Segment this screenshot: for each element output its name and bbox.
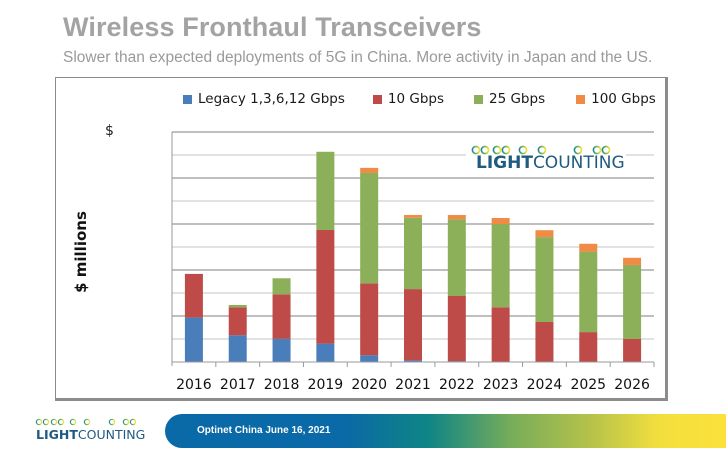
bar-segment-2022-25-gbps	[447, 219, 466, 296]
bar-segment-2026-25-gbps	[623, 264, 642, 339]
footer-logo-bold-part: LIGHT	[36, 427, 78, 442]
bar-segment-2023-25-gbps	[491, 224, 510, 308]
legend-item-legacy: Legacy 1,3,6,12 Gbps	[183, 91, 345, 107]
bar-segment-2025-100-gbps	[579, 243, 598, 252]
footer-logo: LIGHTCOUNTING	[34, 416, 145, 444]
bar-segment-2021-10-gbps	[404, 289, 422, 361]
x-axis: 2016 2017 2018 2019 2020 2021 2022 2023 2024 2025…	[171, 132, 655, 393]
x-tick-label: 2020	[351, 377, 387, 393]
logo-circle	[573, 145, 583, 155]
bar-segment-2020-10-gbps	[360, 283, 379, 356]
logo-circle	[122, 418, 130, 426]
logo-wordmark: LIGHTCOUNTING	[476, 153, 625, 173]
logo-circle	[592, 145, 602, 155]
x-tick-label: 2016	[176, 377, 212, 393]
logo-regular-part: COUNTING	[532, 153, 625, 173]
logo-circle	[601, 145, 611, 155]
logo-circle	[501, 145, 511, 155]
bar-segment-2018-25-gbps	[272, 278, 291, 295]
legend-swatch-25g	[474, 94, 483, 104]
logo-circle	[69, 418, 77, 426]
legend-label-25g: 25 Gbps	[489, 91, 546, 107]
bar-segment-2021-25-gbps	[404, 217, 422, 290]
legend-label-10g: 10 Gbps	[387, 91, 444, 107]
bar-segment-2022-100-gbps	[447, 215, 466, 220]
x-tick-label: 2022	[439, 377, 475, 393]
x-tick-label: 2024	[527, 377, 563, 393]
slide-subtitle: Slower than expected deployments of 5G i…	[63, 49, 653, 66]
bar-segment-2020-100-gbps	[360, 167, 379, 173]
x-tick-label: 2021	[395, 377, 431, 393]
bar-segment-2016-10-gbps	[184, 273, 203, 318]
x-tick-label: 2025	[570, 377, 606, 393]
footer-logo-wordmark: LIGHTCOUNTING	[36, 427, 145, 442]
bar-segment-2024-10-gbps	[535, 321, 554, 362]
legend-swatch-10g	[372, 94, 382, 104]
logo-circle	[35, 418, 43, 426]
legend-swatch-legacy	[183, 94, 192, 104]
logo-circle	[57, 418, 65, 426]
bar-segment-2017-10-gbps	[228, 307, 247, 336]
x-tick-label: 2017	[220, 377, 256, 393]
bar-segment-2023-10-gbps	[491, 307, 510, 362]
bar-segment-2021-legacy-1-3-6-12-gbps	[404, 360, 422, 362]
slide-title: Wireless Fronthaul Transceivers	[63, 12, 482, 42]
bar-segment-2023-100-gbps	[491, 218, 510, 224]
footer-band: Optinet China June 16, 2021	[165, 414, 726, 448]
legend-item-25g: 25 Gbps	[474, 91, 545, 107]
chart-logo: LIGHTCOUNTING	[466, 140, 626, 176]
legend-swatch-100g	[576, 94, 586, 104]
logo-circle	[492, 145, 502, 155]
bar-segment-2017-legacy-1-3-6-12-gbps	[228, 335, 247, 362]
bars	[184, 151, 642, 362]
bar-segment-2022-10-gbps	[447, 295, 466, 362]
truncated-axis-label: $	[105, 123, 114, 139]
bar-segment-2024-100-gbps	[535, 230, 554, 238]
bar-segment-2020-25-gbps	[360, 172, 379, 284]
logo-circle	[42, 418, 50, 426]
logo-bold-part: LIGHT	[476, 153, 533, 173]
logo-circle	[50, 418, 58, 426]
logo-circle	[537, 145, 547, 155]
logo-circle	[471, 145, 481, 155]
bar-segment-2017-25-gbps	[228, 304, 247, 308]
legend-item-10g: 10 Gbps	[372, 91, 444, 107]
legend-label-100g: 100 Gbps	[591, 91, 656, 107]
bar-segment-2019-10-gbps	[316, 229, 335, 344]
footer-logo-circles-icon	[35, 418, 140, 426]
footer-logo-regular-part: COUNTING	[77, 427, 146, 442]
footer-event-text: Optinet China June 16, 2021	[197, 425, 331, 436]
x-tick-label: 2026	[614, 377, 650, 393]
bar-segment-2019-legacy-1-3-6-12-gbps	[316, 343, 335, 362]
logo-circle	[129, 418, 137, 426]
bar-segment-2019-25-gbps	[316, 151, 335, 230]
bar-segment-2026-10-gbps	[623, 339, 642, 362]
x-tick-label: 2018	[264, 377, 300, 393]
bar-segment-2025-10-gbps	[579, 332, 598, 362]
bar-segment-2016-legacy-1-3-6-12-gbps	[184, 317, 203, 362]
x-tick-label: 2019	[308, 377, 344, 393]
logo-circle	[480, 145, 490, 155]
bar-segment-2018-10-gbps	[272, 294, 291, 339]
logo-circle	[108, 418, 116, 426]
legend-item-100g: 100 Gbps	[576, 91, 656, 107]
legend-label-legacy: Legacy 1,3,6,12 Gbps	[198, 91, 345, 107]
bar-segment-2021-100-gbps	[404, 215, 422, 218]
bar-segment-2026-100-gbps	[623, 257, 642, 265]
logo-circle	[518, 145, 528, 155]
bar-segment-2020-legacy-1-3-6-12-gbps	[360, 355, 379, 362]
bar-segment-2024-25-gbps	[535, 237, 554, 322]
logo-circles-icon	[471, 145, 616, 155]
bar-segment-2025-25-gbps	[579, 251, 598, 333]
x-tick-label: 2023	[483, 377, 519, 393]
logo-circle	[83, 418, 91, 426]
bar-segment-2018-legacy-1-3-6-12-gbps	[272, 338, 291, 362]
chart-legend: Legacy 1,3,6,12 Gbps 10 Gbps 25 Gbps 100…	[183, 91, 656, 107]
